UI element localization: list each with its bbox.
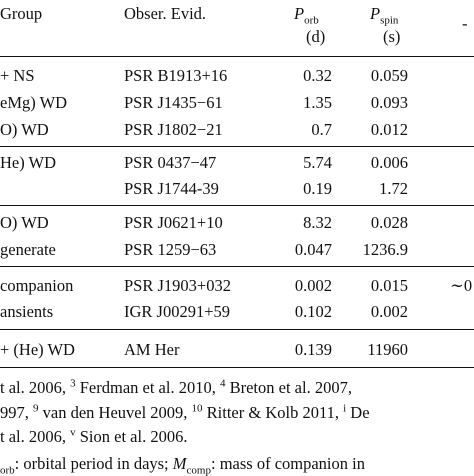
footnote-line-1: t al. 2006, 3 Ferdman et al. 2010, 4 Bre… bbox=[0, 377, 352, 397]
row-8-evidence: IGR J00291+59 bbox=[124, 302, 231, 321]
row-3-pspin: 0.006 bbox=[370, 153, 408, 172]
row-4-pspin: 1.72 bbox=[379, 179, 408, 198]
header-porb: Porb bbox=[294, 4, 319, 27]
row-4-porb: 0.19 bbox=[303, 179, 332, 198]
bottom-rule bbox=[0, 367, 474, 368]
group-rule-1 bbox=[0, 146, 474, 147]
footnote-line-3: t al. 2006, v Sion et al. 2006. bbox=[0, 426, 188, 446]
row-2-porb: 0.7 bbox=[311, 120, 332, 139]
row-1-porb: 1.35 bbox=[303, 93, 332, 112]
row-4-evidence: PSR J1744-39 bbox=[124, 179, 219, 198]
row-6-porb: 0.047 bbox=[294, 240, 332, 259]
group-rule-4 bbox=[0, 329, 474, 330]
row-1-pspin: 0.093 bbox=[370, 93, 408, 112]
row-1-evidence: PSR J1435−61 bbox=[124, 93, 223, 112]
header-evidence: Obser. Evid. bbox=[124, 4, 207, 23]
row-0-group: + NS bbox=[0, 66, 35, 85]
row-2-evidence: PSR J1802−21 bbox=[124, 120, 223, 139]
row-8-group: ansients bbox=[0, 302, 54, 321]
header-group: Group bbox=[0, 4, 43, 23]
row-5-porb: 8.32 bbox=[303, 213, 332, 232]
row-7-pspin: 0.015 bbox=[370, 276, 408, 295]
row-0-pspin: 0.059 bbox=[370, 66, 408, 85]
row-3-porb: 5.74 bbox=[303, 153, 332, 172]
row-9-evidence: AM Her bbox=[124, 340, 180, 359]
row-7-porb: 0.002 bbox=[294, 276, 332, 295]
row-3-evidence: PSR 0437−47 bbox=[124, 153, 217, 172]
row-2-pspin: 0.012 bbox=[370, 120, 408, 139]
row-8-pspin: 0.002 bbox=[370, 302, 408, 321]
header-last-col: - bbox=[462, 14, 468, 33]
row-5-group: O) WD bbox=[0, 213, 49, 232]
row-6-pspin: 1236.9 bbox=[362, 240, 408, 259]
row-0-evidence: PSR B1913+16 bbox=[124, 66, 228, 85]
row-6-group: generate bbox=[0, 240, 56, 259]
footnote-line-2: 997, 9 van den Heuvel 2009, 10 Ritter & … bbox=[0, 402, 370, 422]
row-0-porb: 0.32 bbox=[303, 66, 332, 85]
row-6-evidence: PSR 1259−63 bbox=[124, 240, 217, 259]
footnote-line-4: orb: orbital period in days; Mcomp: mass… bbox=[0, 454, 365, 476]
row-5-pspin: 0.028 bbox=[370, 213, 408, 232]
row-5-evidence: PSR J0621+10 bbox=[124, 213, 223, 232]
row-9-group: + (He) WD bbox=[0, 340, 75, 359]
header-pspin: Pspin bbox=[370, 4, 399, 27]
row-1-group: eMg) WD bbox=[0, 93, 68, 112]
row-7-extra: ∼0 bbox=[450, 276, 473, 295]
header-pspin-unit: (s) bbox=[383, 27, 401, 46]
header-porb-unit: (d) bbox=[306, 27, 326, 46]
row-9-pspin: 11960 bbox=[367, 340, 408, 359]
group-rule-2 bbox=[0, 205, 474, 206]
row-3-group: He) WD bbox=[0, 153, 57, 172]
header-rule bbox=[0, 56, 474, 57]
group-rule-3 bbox=[0, 266, 474, 267]
row-7-group: companion bbox=[0, 276, 74, 295]
row-7-evidence: PSR J1903+032 bbox=[124, 276, 231, 295]
row-2-group: O) WD bbox=[0, 120, 49, 139]
row-9-porb: 0.139 bbox=[294, 340, 332, 359]
row-8-porb: 0.102 bbox=[294, 302, 332, 321]
